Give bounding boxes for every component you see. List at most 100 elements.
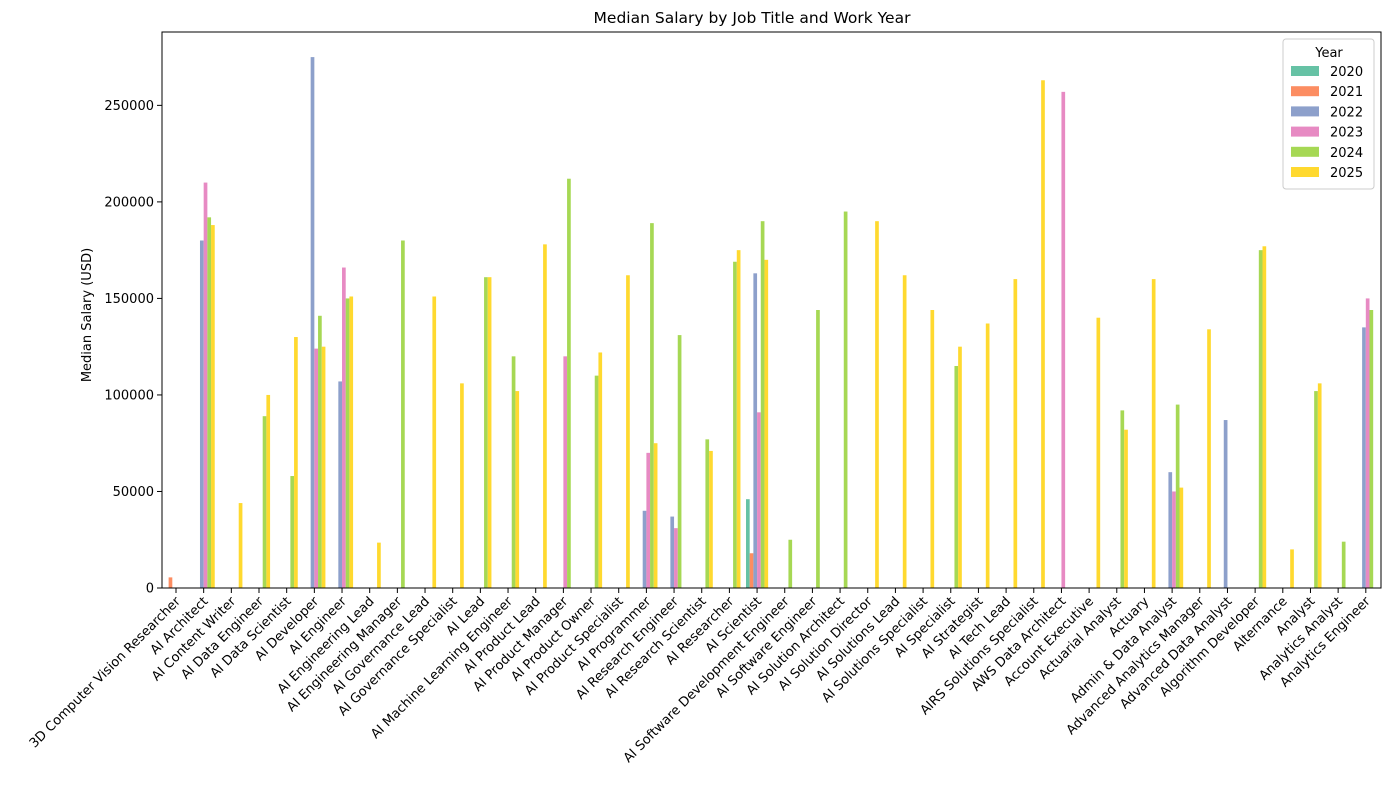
legend-swatch-2022 [1291, 106, 1319, 117]
bar-ai-researcher-2024 [733, 261, 737, 588]
bar-ai-data-scientist-2024 [290, 476, 295, 588]
y-tick-label: 250000 [104, 99, 154, 114]
legend-swatch-2021 [1291, 86, 1319, 97]
bar-ai-product-owner-2024 [594, 375, 599, 588]
bar-ai-solution-director-2025 [875, 221, 879, 588]
bar-ai-research-engineer-2022 [670, 516, 675, 588]
bar-ai-developer-2025 [321, 346, 326, 588]
bar-ai-scientist-2024 [760, 221, 765, 588]
y-axis: 0 50000 100000 150000 200000 250000 [104, 99, 162, 597]
bar-ai-specialist-2024 [954, 365, 959, 588]
bar-ai-engineer-2022 [338, 381, 343, 588]
bar-analytics-analyst-2024 [1341, 541, 1346, 588]
bar-ai-engineering-manager-2024 [401, 240, 405, 588]
bar-ai-scientist-2022 [753, 273, 758, 588]
bar-ai-programmer-2025 [653, 443, 658, 588]
bar-analyst-2024 [1314, 391, 1318, 588]
bar-ai-solutions-specialist-2025 [930, 310, 935, 588]
bar-ai-scientist-2020 [746, 499, 750, 588]
bar-ai-programmer-2024 [650, 223, 654, 589]
bar-ai-developer-2023 [314, 348, 319, 588]
bar-algorithm-developer-2024 [1258, 250, 1263, 588]
legend-label-2025: 2025 [1330, 166, 1363, 181]
bar-advanced-analytics-manager-2025 [1207, 329, 1211, 588]
bar-analytics-engineer-2024 [1369, 310, 1374, 588]
bar-ai-developer-2022 [310, 57, 315, 589]
bar-ai-engineer-2023 [342, 267, 346, 588]
bar-ai-programmer-2022 [642, 510, 647, 588]
legend-swatch-2025 [1291, 167, 1319, 177]
bar-actuarial-analyst-2024 [1120, 410, 1125, 588]
bar-ai-engineering-lead-2025 [377, 542, 381, 588]
bar-ai-lead-2025 [487, 277, 492, 588]
bar-ai-data-engineer-2024 [262, 416, 267, 588]
legend-label-2020: 2020 [1330, 65, 1363, 80]
legend-swatch-2020 [1291, 66, 1319, 76]
bar-airs-solutions-specialist-2025 [1041, 80, 1045, 588]
y-axis-title: Median Salary (USD) [80, 248, 95, 382]
bar-alternance-2025 [1290, 549, 1294, 588]
bar-ai-research-engineer-2023 [674, 528, 678, 588]
bar-ai-research-scientist-2024 [705, 439, 710, 588]
bar-analytics-engineer-2023 [1365, 298, 1370, 588]
bar-ai-architect-2024 [207, 217, 212, 588]
bar-ai-solutions-lead-2025 [902, 275, 907, 588]
legend-label-2023: 2023 [1330, 126, 1363, 141]
bar-ai-architect-2025 [211, 225, 215, 588]
bar-analyst-2025 [1317, 383, 1322, 588]
legend-title: Year [1314, 46, 1343, 61]
bar-ai-engineer-2025 [349, 296, 354, 588]
legend-items: 2020 2021 2022 2023 2024 2025 [1291, 65, 1363, 181]
bar-ai-software-engineer-2024 [816, 310, 820, 588]
bar-ai-data-scientist-2025 [294, 337, 298, 588]
bar-ai-tech-lead-2025 [1013, 279, 1018, 588]
bar-ai-product-lead-2025 [543, 244, 547, 589]
bar-ai-researcher-2025 [736, 250, 741, 588]
legend-swatch-2023 [1291, 126, 1319, 137]
y-tick-label: 200000 [104, 195, 154, 210]
y-tick-label: 0 [146, 582, 154, 597]
bar-algorithm-developer-2025 [1262, 246, 1267, 589]
bar-ai-machine-learning-engineer-2024 [511, 356, 516, 588]
y-tick-label: 150000 [104, 292, 154, 307]
y-tick-label: 50000 [113, 485, 154, 500]
bar-ai-content-writer-2025 [238, 503, 243, 588]
bar-ai-machine-learning-engineer-2025 [515, 391, 520, 588]
bar-ai-strategist-2025 [985, 323, 990, 588]
legend-label-2021: 2021 [1330, 85, 1363, 100]
bar-ai-governance-lead-2025 [432, 296, 437, 588]
legend-label-2022: 2022 [1330, 105, 1363, 120]
bar-ai-product-manager-2024 [567, 178, 571, 588]
bar-ai-engineer-2024 [345, 298, 350, 588]
plot-frame [161, 31, 1382, 589]
legend-label-2024: 2024 [1330, 146, 1363, 161]
bar-actuarial-analyst-2025 [1124, 429, 1128, 588]
bar-ai-solution-architect-2024 [843, 211, 848, 589]
bar-ai-product-specialist-2025 [626, 275, 630, 588]
bar-ai-scientist-2023 [757, 412, 761, 588]
bar-ai-scientist-2021 [749, 553, 754, 588]
bar-admin-data-analyst-2023 [1172, 491, 1176, 588]
bar-account-executive-2025 [1096, 317, 1101, 588]
bar-ai-product-owner-2025 [598, 352, 603, 588]
bar-ai-developer-2024 [318, 315, 322, 588]
bar-ai-programmer-2023 [646, 452, 651, 588]
bar-analytics-engineer-2022 [1362, 327, 1366, 589]
bar-ai-research-engineer-2024 [677, 335, 682, 588]
bar-admin-data-analyst-2024 [1175, 404, 1180, 588]
bar-ai-product-manager-2023 [563, 356, 568, 588]
bar-ai-data-engineer-2025 [266, 394, 271, 588]
chart-title: Median Salary by Job Title and Work Year [594, 9, 912, 27]
legend: Year 2020 2021 2022 2023 2024 2025 [1282, 38, 1375, 190]
bar-ai-software-development-engineer-2024 [788, 539, 793, 588]
bar-admin-data-analyst-2025 [1179, 487, 1184, 588]
bar-admin-data-analyst-2022 [1168, 472, 1173, 588]
bar-ai-research-scientist-2025 [709, 450, 713, 588]
bar-ai-scientist-2025 [764, 259, 769, 588]
y-tick-label: 100000 [104, 388, 154, 403]
bar-ai-governance-specialist-2025 [460, 383, 464, 588]
bar-ai-architect-2023 [203, 182, 208, 588]
bar-advanced-data-analyst-2022 [1223, 420, 1228, 588]
